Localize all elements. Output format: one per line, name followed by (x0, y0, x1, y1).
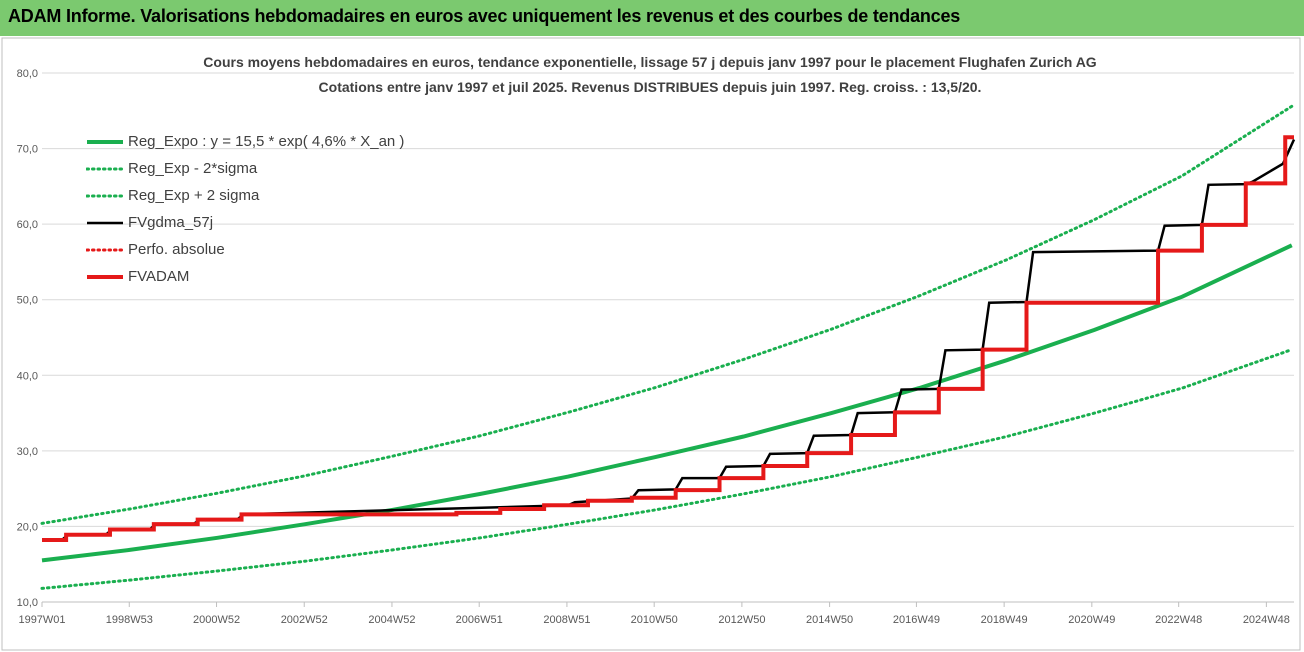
x-tick-label: 2020W49 (1068, 614, 1115, 626)
x-tick-label: 2022W48 (1155, 614, 1202, 626)
series-line-5 (42, 135, 1294, 543)
y-tick-label: 70,0 (17, 144, 38, 156)
chart-border (1, 37, 1301, 651)
y-tick-label: 10,0 (17, 597, 38, 609)
y-tick-label: 60,0 (17, 219, 38, 231)
line-chart: 10,0 20,0 30,0 40,0 50,0 60,0 70,0 80,0 1997W01 1… (1, 37, 1301, 651)
legend-item: Reg_Exp - 2*sigma (86, 155, 404, 182)
legend-swatch (87, 139, 123, 144)
y-tick-label: 20,0 (17, 521, 38, 533)
y-tick-label: 30,0 (17, 446, 38, 458)
x-tick-label: 2002W52 (281, 614, 328, 626)
legend-label: Reg_Exp - 2*sigma (128, 160, 258, 177)
x-tick-label: 2004W52 (368, 614, 415, 626)
x-tick-label: 2012W50 (718, 614, 765, 626)
chart-title: Cours moyens hebdomadaires en euros, ten… (203, 54, 1097, 70)
series-line-1 (40, 348, 1294, 590)
legend-label: Perfo. absolue (128, 241, 225, 258)
legend-label: Reg_Expo : y = 15,5 * exp( 4,6% * X_an ) (128, 133, 405, 150)
series-line-2 (40, 104, 1294, 525)
y-tick-label: 80,0 (17, 68, 38, 80)
x-tick-label: 2006W51 (456, 614, 503, 626)
legend-item: Reg_Expo : y = 15,5 * exp( 4,6% * X_an ) (86, 128, 404, 155)
chart-legend: Reg_Expo : y = 15,5 * exp( 4,6% * X_an )… (86, 128, 404, 290)
x-tick-label: 2016W49 (893, 614, 940, 626)
axis-layer: 10,0 20,0 30,0 40,0 50,0 60,0 70,0 80,0 1997W01 1… (17, 68, 1294, 626)
legend-label: FVADAM (128, 268, 190, 285)
y-tick-label: 50,0 (17, 295, 38, 307)
legend-swatch (87, 221, 123, 224)
legend-swatch (86, 167, 124, 170)
series-layer (40, 104, 1296, 590)
y-tick-label: 40,0 (17, 370, 38, 382)
x-tick-label: 2014W50 (806, 614, 853, 626)
report-title: ADAM Informe. Valorisations hebdomadaire… (8, 6, 961, 26)
x-tick-label: 1997W01 (18, 614, 65, 626)
series-line-0 (41, 243, 1293, 563)
legend-item: Perfo. absolue (86, 236, 404, 263)
legend-swatch (87, 274, 123, 279)
legend-item: FVADAM (86, 263, 404, 290)
x-tick-label: 2000W52 (193, 614, 240, 626)
legend-label: FVgdma_57j (128, 214, 214, 231)
legend-swatch (86, 194, 124, 197)
x-tick-label: 2010W50 (631, 614, 678, 626)
x-tick-label: 2018W49 (981, 614, 1028, 626)
chart-subtitle: Cotations entre janv 1997 et juil 2025. … (318, 79, 982, 95)
legend-swatch (86, 248, 124, 251)
chart-area: 10,0 20,0 30,0 40,0 50,0 60,0 70,0 80,0 1997W01 1… (0, 36, 1304, 652)
legend-label: Reg_Exp + 2 sigma (128, 187, 260, 204)
legend-item: FVgdma_57j (86, 209, 404, 236)
x-tick-label: 1998W53 (106, 614, 153, 626)
x-tick-label: 2008W51 (543, 614, 590, 626)
legend-item: Reg_Exp + 2 sigma (86, 182, 404, 209)
x-tick-label: 2024W48 (1243, 614, 1290, 626)
header-bar: ADAM Informe. Valorisations hebdomadaire… (0, 0, 1304, 36)
